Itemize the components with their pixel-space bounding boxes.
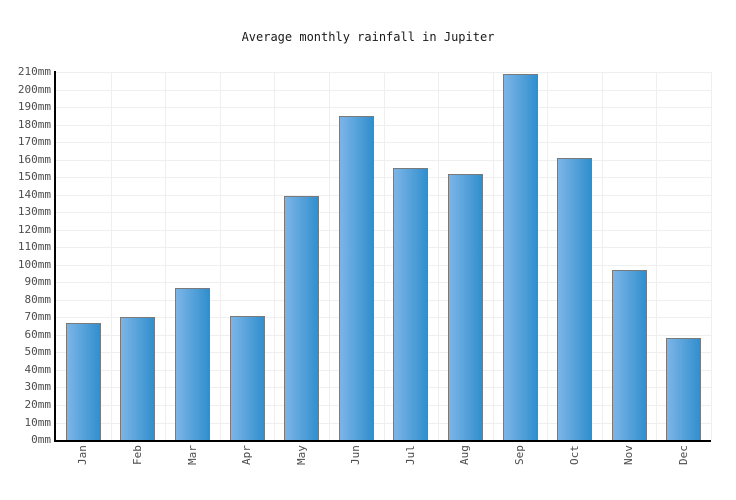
bar-jan[interactable] <box>65 322 101 440</box>
y-tick-label: 200mm <box>17 82 51 96</box>
bar-nov[interactable] <box>611 270 647 440</box>
bar-aug[interactable] <box>447 173 483 440</box>
bar-mar[interactable] <box>175 287 210 440</box>
bar-sep[interactable] <box>502 73 538 440</box>
y-tick-label: 160mm <box>17 152 51 166</box>
x-gridline <box>274 72 276 440</box>
y-tick-label: 120mm <box>17 222 51 236</box>
bar-jul[interactable] <box>393 168 429 440</box>
y-tick-label: 110mm <box>17 240 51 254</box>
y-tick-label: 10mm <box>24 415 52 429</box>
x-axis-line <box>54 440 711 442</box>
x-gridline <box>383 72 385 440</box>
x-gridline <box>656 72 658 440</box>
y-tick-label: 190mm <box>17 100 51 113</box>
bar-feb[interactable] <box>120 317 156 440</box>
y-tick-label: 90mm <box>24 275 52 289</box>
x-gridline <box>165 72 167 440</box>
x-gridline <box>601 72 603 440</box>
x-gridline <box>328 72 330 440</box>
x-gridline <box>110 72 112 440</box>
x-gridline <box>492 72 494 440</box>
bar-jun[interactable] <box>338 115 374 440</box>
y-tick-label: 80mm <box>24 292 52 306</box>
bar-may[interactable] <box>284 196 320 440</box>
x-gridline <box>547 72 549 440</box>
chart-title: Average monthly rainfall in Jupiter <box>241 30 495 44</box>
y-tick-label: 180mm <box>17 117 51 131</box>
y-tick-label: 210mm <box>17 65 51 78</box>
y-tick-label: 40mm <box>24 362 52 376</box>
y-tick-label: 20mm <box>24 398 52 411</box>
bar-oct[interactable] <box>557 157 592 440</box>
y-tick-label: 130mm <box>17 205 51 219</box>
y-tick-label: 50mm <box>24 345 52 359</box>
y-tick-label: 30mm <box>24 380 52 394</box>
x-gridline <box>438 72 440 440</box>
y-tick-label: 70mm <box>24 310 52 324</box>
y-tick-label: 170mm <box>17 135 51 149</box>
x-gridline <box>711 72 712 440</box>
y-tick-label: 150mm <box>17 170 51 184</box>
y-tick-label: 60mm <box>24 327 52 341</box>
x-gridline <box>219 72 221 440</box>
bar-apr[interactable] <box>229 315 265 440</box>
y-tick-label: 140mm <box>17 187 51 201</box>
y-axis-line <box>54 71 56 441</box>
y-tick-label: 100mm <box>17 257 51 271</box>
y-tick-label: 0mm <box>31 433 51 446</box>
bar-dec[interactable] <box>666 338 702 440</box>
